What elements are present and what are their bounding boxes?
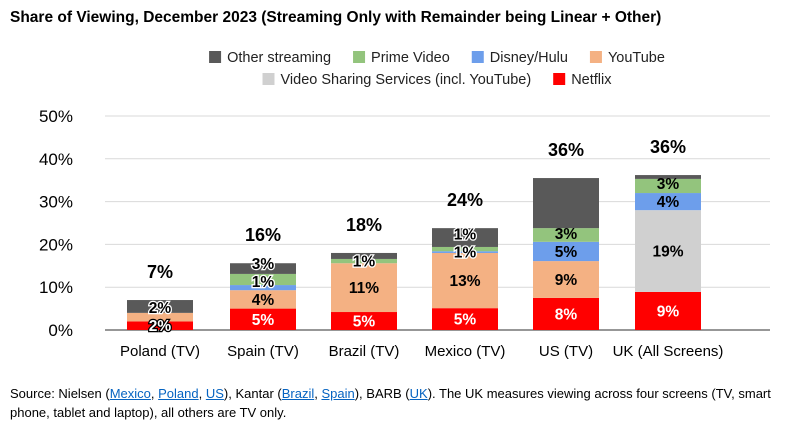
bar-segment <box>230 308 296 330</box>
total-label: 18% <box>346 215 382 235</box>
total-label: 36% <box>548 140 584 160</box>
data-label: 19% <box>652 244 683 261</box>
data-label: 13% <box>449 273 480 290</box>
source-text: , <box>314 386 322 401</box>
x-tick-label: Brazil (TV) <box>329 343 400 360</box>
data-label: 4% <box>252 292 275 309</box>
x-tick-label: US (TV) <box>539 343 593 360</box>
bar-segment <box>331 252 397 259</box>
bar-segment <box>635 175 701 179</box>
source-text: ), BARB ( <box>354 386 410 401</box>
bar-segment <box>432 246 498 252</box>
source-link[interactable]: UK <box>409 386 428 401</box>
data-label: 1% <box>454 227 477 244</box>
legend-label: Video Sharing Services (incl. YouTube) <box>281 72 532 88</box>
bar-segment <box>635 193 701 211</box>
bar-segment <box>230 290 296 309</box>
source-link[interactable]: Mexico <box>109 386 151 401</box>
bar-segment <box>230 273 296 286</box>
total-label: 24% <box>447 190 483 210</box>
data-label: 3% <box>657 176 680 193</box>
bar-segment <box>635 291 701 330</box>
bar-segment <box>127 312 193 322</box>
legend-label: YouTube <box>608 50 665 66</box>
chart-title: Share of Viewing, December 2023 (Streami… <box>10 9 662 26</box>
bar-segment <box>432 228 498 247</box>
source-text: , <box>150 386 159 401</box>
data-label: 8% <box>555 306 578 323</box>
data-label: 5% <box>555 244 578 261</box>
y-tick-label: 0% <box>48 321 73 340</box>
data-label: 1% <box>353 254 376 271</box>
bar-segment <box>230 263 296 274</box>
x-tick-label: Poland (TV) <box>120 343 200 360</box>
bar-segment <box>331 263 397 313</box>
source-text: ), Kantar ( <box>223 386 282 401</box>
stacked-bar-chart: 0% 10% 20% 30% 40% 50% Other streaming Prime Vi… <box>39 50 770 360</box>
data-label: 5% <box>252 312 275 329</box>
legend-swatch <box>262 73 275 85</box>
x-tick-label: UK (All Screens) <box>613 343 724 360</box>
data-label: 3% <box>555 226 578 243</box>
legend-label: Disney/Hulu <box>490 50 568 66</box>
bar-segment <box>635 210 701 292</box>
data-label: 11% <box>349 280 379 297</box>
data-label: 5% <box>454 312 477 329</box>
y-tick-label: 10% <box>39 278 73 297</box>
total-label: 7% <box>147 262 173 282</box>
source-text: , <box>198 386 206 401</box>
bar-segment <box>331 258 397 264</box>
y-tick-label: 40% <box>39 150 73 169</box>
bar-segment <box>432 251 498 253</box>
bar-segment <box>533 241 599 262</box>
data-label: 2% <box>149 318 172 335</box>
bar-segment <box>230 285 296 291</box>
legend-swatch <box>353 51 366 63</box>
source-text: Source: Nielsen ( <box>10 386 110 401</box>
source-note: Source: Nielsen (Mexico, Poland, US), Ka… <box>10 384 795 422</box>
data-label: 2% <box>149 300 172 317</box>
data-label: 4% <box>657 194 680 211</box>
y-tick-label: 20% <box>39 235 73 254</box>
legend-label: Netflix <box>571 72 612 88</box>
legend-label: Other streaming <box>227 50 331 66</box>
x-tick-label: Spain (TV) <box>227 343 299 360</box>
bar-segment <box>533 228 599 242</box>
data-label: 9% <box>657 303 680 320</box>
source-link[interactable]: US <box>205 386 224 401</box>
total-label: 16% <box>245 225 281 245</box>
bar-segment <box>432 308 498 330</box>
source-text: ). The UK measures viewing across four s… <box>10 386 771 420</box>
source-link[interactable]: Spain <box>321 386 355 401</box>
bar-segment <box>331 312 397 330</box>
bar-segment <box>533 178 599 229</box>
data-label: 9% <box>555 272 578 289</box>
source-link[interactable]: Poland <box>158 386 199 401</box>
bar-segment <box>533 261 599 298</box>
legend-swatch <box>471 51 484 63</box>
total-label: 36% <box>650 137 686 157</box>
bar-segment <box>127 321 193 330</box>
data-label: 5% <box>353 314 376 331</box>
bar-segment <box>127 300 193 313</box>
data-label: 1% <box>454 245 477 262</box>
legend-swatch <box>553 73 566 85</box>
bar-segment <box>432 252 498 309</box>
bar-segment <box>533 297 599 330</box>
y-tick-label: 50% <box>39 107 73 126</box>
x-tick-label: Mexico (TV) <box>425 343 506 360</box>
data-label: 1% <box>252 274 275 291</box>
legend-swatch <box>209 51 222 63</box>
legend-swatch <box>589 51 602 63</box>
y-tick-label: 30% <box>39 193 73 212</box>
legend-label: Prime Video <box>371 50 450 66</box>
data-label: 3% <box>252 256 275 273</box>
source-link[interactable]: Brazil <box>281 386 315 401</box>
bar-segment <box>635 178 701 194</box>
